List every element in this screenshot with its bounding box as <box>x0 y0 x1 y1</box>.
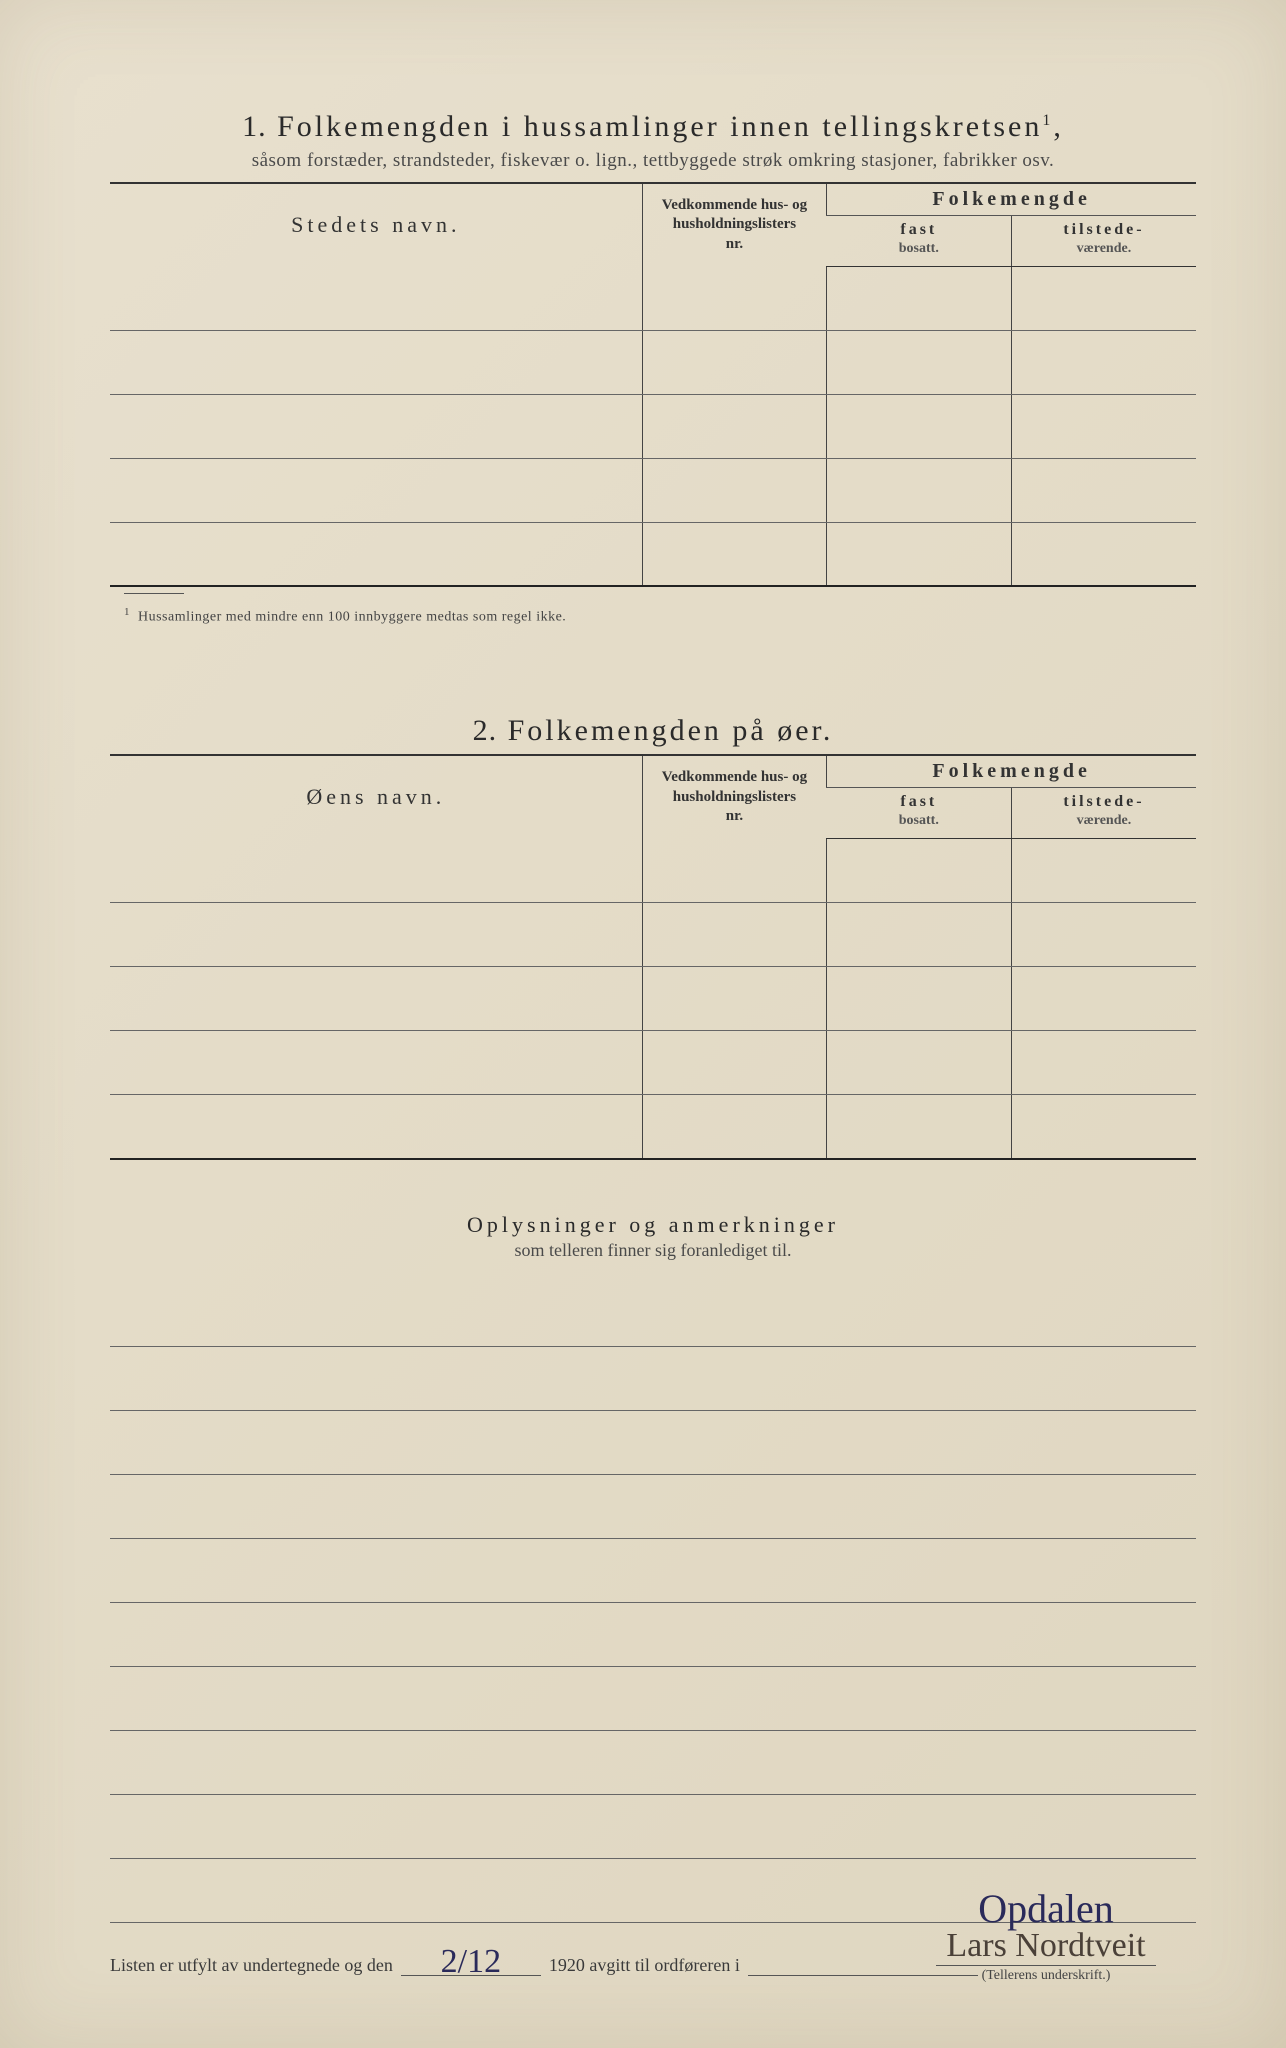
table-cell <box>827 1095 1012 1159</box>
col-stedets-navn: Stedets navn. <box>110 184 642 266</box>
remark-line <box>110 1603 1196 1667</box>
section2-table: Øens navn. Vedkommende hus- og husholdni… <box>110 756 1196 1159</box>
table-row <box>110 967 1196 1031</box>
col-fast-bosatt-2: fast bosatt. <box>827 788 1012 839</box>
col-folkemengde: Folkemengde <box>827 184 1196 216</box>
table-cell <box>110 839 642 903</box>
table-cell <box>827 458 1012 522</box>
date-blank: 2/12 <box>401 1948 541 1976</box>
table-cell <box>110 266 642 330</box>
remark-line <box>110 1795 1196 1859</box>
table-cell <box>642 330 827 394</box>
table-row <box>110 330 1196 394</box>
footer-text-b: 1920 avgitt til ordføreren i <box>549 1955 740 1976</box>
table-cell <box>642 839 827 903</box>
section3-subtitle: som telleren finner sig foranlediget til… <box>110 1240 1196 1261</box>
remarks-lines <box>110 1283 1196 1923</box>
section1-subtitle: såsom forstæder, strandsteder, fiskevær … <box>110 150 1196 172</box>
table-cell <box>1011 1031 1196 1095</box>
table-cell <box>1011 394 1196 458</box>
table-row <box>110 903 1196 967</box>
table-cell <box>642 522 827 586</box>
table-cell <box>827 903 1012 967</box>
signature-label: (Tellerens underskrift.) <box>896 1968 1196 1984</box>
table-cell <box>110 967 642 1031</box>
table-cell <box>1011 839 1196 903</box>
place-handwritten: Opdalen <box>896 1889 1196 1929</box>
remark-line <box>110 1411 1196 1475</box>
remark-line <box>110 1347 1196 1411</box>
table-cell <box>827 266 1012 330</box>
table-cell <box>827 330 1012 394</box>
table-cell <box>1011 330 1196 394</box>
table-cell <box>1011 903 1196 967</box>
table-cell <box>110 394 642 458</box>
section1-footnote: 1 Hussamlinger med mindre enn 100 innbyg… <box>124 606 1196 626</box>
table-cell <box>1011 1095 1196 1159</box>
footnote-rule <box>124 593 184 594</box>
table-row <box>110 522 1196 586</box>
table-row <box>110 1095 1196 1159</box>
table-row <box>110 839 1196 903</box>
section2-title: 2. Folkemengden på øer. <box>110 714 1196 748</box>
table-cell <box>827 967 1012 1031</box>
table-cell <box>1011 458 1196 522</box>
table-cell <box>110 903 642 967</box>
section1-number: 1. <box>242 110 267 143</box>
table-cell <box>110 1095 642 1159</box>
table-cell <box>1011 967 1196 1031</box>
remark-line <box>110 1667 1196 1731</box>
section2-title-text: Folkemengden på øer. <box>508 714 834 747</box>
signature-handwritten: Lars Nordtveit <box>936 1929 1155 1966</box>
section1-table: Stedets navn. Vedkommende hus- og hushol… <box>110 184 1196 587</box>
table-row <box>110 458 1196 522</box>
remark-line <box>110 1731 1196 1795</box>
table-cell <box>827 839 1012 903</box>
census-form-page: 1. Folkemengden i hussamlinger innen tel… <box>0 0 1286 2048</box>
table-cell <box>827 394 1012 458</box>
section1-title-sup: 1 <box>1042 112 1053 129</box>
col-tilstedevaerende-2: tilstede- værende. <box>1011 788 1196 839</box>
table-cell <box>110 1031 642 1095</box>
signature-area: Opdalen Lars Nordtveit (Tellerens unders… <box>896 1889 1196 1984</box>
table-cell <box>642 266 827 330</box>
table-cell <box>642 1031 827 1095</box>
section1-title-text: Folkemengden i hussamlinger innen tellin… <box>277 110 1042 143</box>
spacer <box>110 626 1196 714</box>
table-cell <box>1011 522 1196 586</box>
table-cell <box>1011 266 1196 330</box>
section1-title: 1. Folkemengden i hussamlinger innen tel… <box>110 110 1196 144</box>
table-cell <box>642 458 827 522</box>
remark-line <box>110 1475 1196 1539</box>
col-listers-nr-2: Vedkommende hus- og husholdningslisters … <box>642 756 827 838</box>
table-cell <box>642 903 827 967</box>
col-listers-nr: Vedkommende hus- og husholdningslisters … <box>642 184 827 266</box>
table-row <box>110 266 1196 330</box>
table-row <box>110 394 1196 458</box>
table-cell <box>110 330 642 394</box>
table-cell <box>642 1095 827 1159</box>
table-cell <box>827 522 1012 586</box>
col-fast-bosatt: fast bosatt. <box>827 216 1012 267</box>
table-cell <box>110 458 642 522</box>
table-cell <box>642 967 827 1031</box>
table-cell <box>827 1031 1012 1095</box>
section3-title: Oplysninger og anmerkninger <box>110 1212 1196 1238</box>
footer-area: Listen er utfylt av undertegnede og den … <box>110 1948 1196 1976</box>
col-tilstedevaerende: tilstede- værende. <box>1011 216 1196 267</box>
footer-text-a: Listen er utfylt av undertegnede og den <box>110 1955 393 1976</box>
table-cell <box>642 394 827 458</box>
remark-line <box>110 1539 1196 1603</box>
date-handwritten: 2/12 <box>441 1943 501 1981</box>
remark-line <box>110 1283 1196 1347</box>
section2-number: 2. <box>473 714 498 747</box>
table-cell <box>110 522 642 586</box>
table-row <box>110 1031 1196 1095</box>
col-folkemengde-2: Folkemengde <box>827 756 1196 788</box>
col-oens-navn: Øens navn. <box>110 756 642 838</box>
